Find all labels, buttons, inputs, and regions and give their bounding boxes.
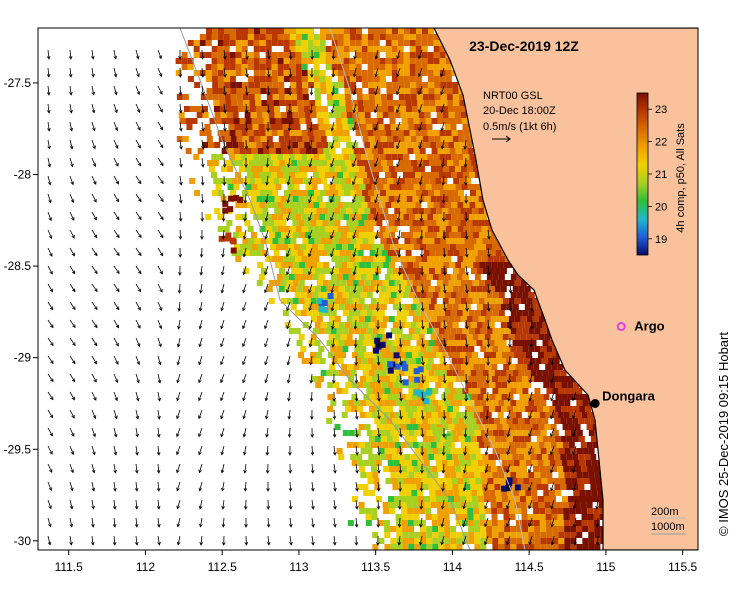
lat-tick-label: -30	[14, 534, 32, 548]
lon-tick-label: 113	[289, 560, 308, 574]
scale-arrow-head	[505, 135, 511, 143]
lat-tick-label: -29	[14, 351, 32, 365]
colorbar-ticks: 19 20 21 22 23	[648, 104, 667, 246]
lon-tick-label: 114.5	[515, 560, 544, 574]
colorbar-tick-label: 23	[655, 104, 667, 116]
lon-tick-label: 111.5	[55, 560, 84, 574]
land-area	[433, 28, 698, 550]
colorbar-ramp	[636, 92, 649, 256]
contour-1000m	[179, 28, 471, 550]
lat-tick-label: -28	[14, 168, 32, 182]
lon-tick-label: 112	[136, 560, 155, 574]
current-legend-line3: 0.5m/s (1kt 6h)	[483, 121, 556, 133]
colorbar-tick-label: 19	[655, 234, 667, 246]
sst-pixel-layer	[175, 28, 607, 550]
longitude-axis: 111.5 112 112.5 113 113.5 114 114.5 115 115.5	[55, 550, 698, 574]
lon-tick-label: 113.5	[361, 560, 390, 574]
place-label-argo: Argo	[634, 319, 664, 334]
current-legend-line1: NRT00 GSL	[483, 90, 543, 102]
current-legend: NRT00 GSL 20-Dec 18:00Z 0.5m/s (1kt 6h)	[483, 90, 556, 143]
place-label-dongara: Dongara	[602, 388, 656, 403]
credit-text: © IMOS 25-Dec-2019 09:15 Hobart	[716, 332, 731, 536]
plot-frame	[37, 27, 699, 551]
contour-legend-1000: 1000m	[651, 521, 685, 533]
current-vectors	[46, 49, 600, 546]
place-markers: Argo Dongara	[590, 319, 665, 408]
lon-tick-label: 115.5	[668, 560, 697, 574]
lon-tick-label: 114	[443, 560, 462, 574]
lat-tick-label: -29.5	[4, 442, 32, 456]
lon-tick-label: 115	[596, 560, 615, 574]
latitude-axis: -27.5 -28 -28.5 -29 -29.5 -30	[4, 76, 38, 548]
contour-200m	[329, 28, 526, 550]
contour-legend-200: 200m	[651, 506, 679, 518]
colorbar-tick-label: 20	[655, 201, 667, 213]
colorbar-tick-label: 21	[655, 169, 667, 181]
colorbar-tick-label: 22	[655, 137, 667, 149]
lat-tick-label: -28.5	[4, 259, 32, 273]
town-marker-icon	[590, 398, 600, 408]
contour-legend: 200m 1000m	[651, 506, 686, 535]
argo-marker-icon	[616, 322, 626, 332]
colorbar: 19 20 21 22 23 4h comp, p50, All Sats	[636, 92, 687, 256]
colorbar-label: 4h comp, p50, All Sats	[675, 123, 687, 233]
lon-tick-label: 112.5	[208, 560, 237, 574]
lat-tick-label: -27.5	[4, 76, 32, 90]
current-legend-line2: 20-Dec 18:00Z	[483, 105, 556, 117]
map-title: 23-Dec-2019 12Z	[469, 38, 579, 54]
